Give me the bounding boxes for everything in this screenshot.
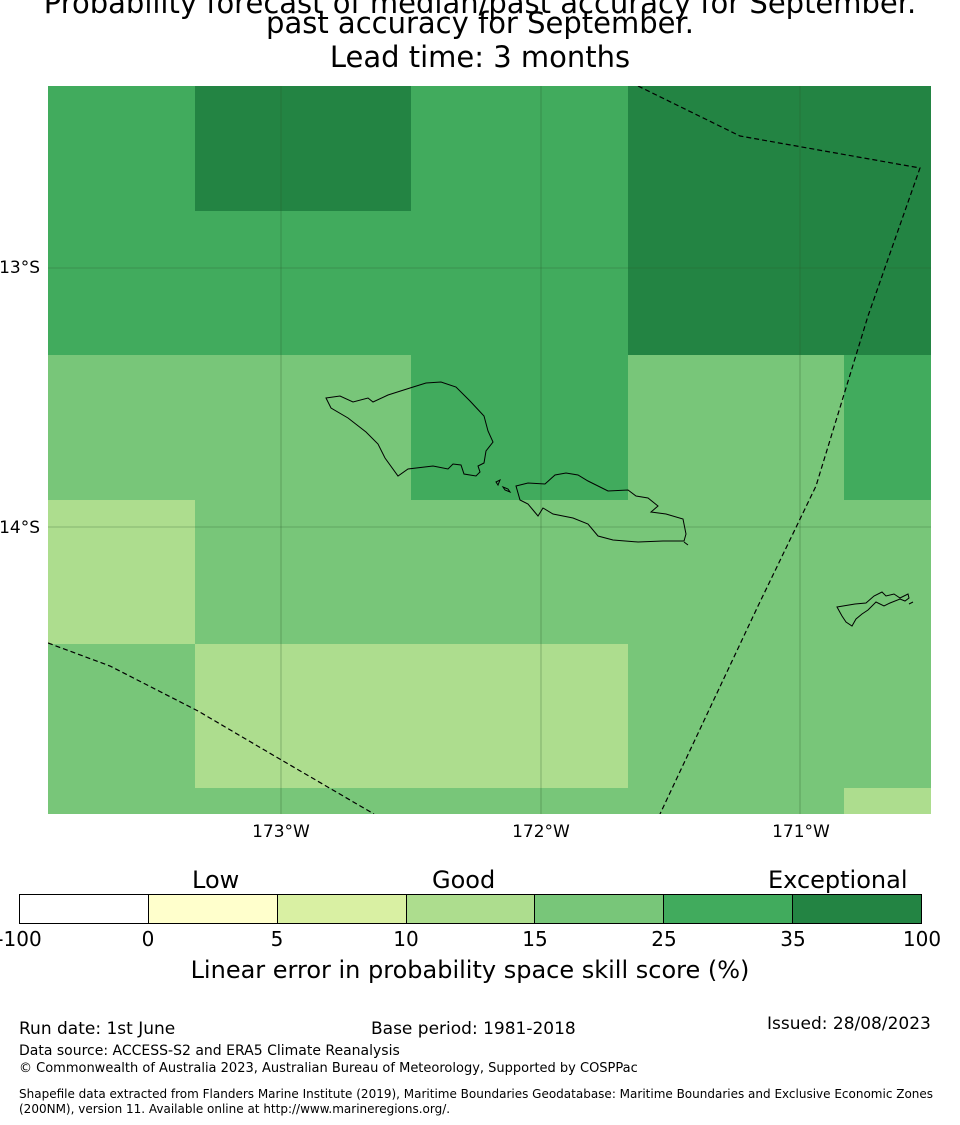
colorbar-segment xyxy=(535,895,665,923)
run-date: Run date: 1st June xyxy=(19,1019,176,1039)
grid-cell xyxy=(195,211,411,355)
savaii-island xyxy=(325,381,494,477)
map-title-line-1: Probability forecast of median/past accu… xyxy=(43,0,917,20)
grid-cell xyxy=(628,86,931,355)
data-source: Data source: ACCESS-S2 and ERA5 Climate … xyxy=(19,1043,400,1059)
longitude-label-171w: 171°W xyxy=(772,822,830,842)
upolu-east-tip xyxy=(683,541,689,546)
colorbar-tick: 35 xyxy=(780,927,806,951)
grid-cell xyxy=(48,86,195,355)
longitude-label-173w: 173°W xyxy=(252,822,310,842)
colorbar-segment xyxy=(793,895,922,923)
grid-cell xyxy=(411,355,628,500)
latitude-label-14s: 14°S xyxy=(0,518,40,538)
map-title-line-2: past accuracy for September. xyxy=(266,6,694,40)
eez-boundary xyxy=(48,86,921,814)
colorbar-title: Linear error in probability space skill … xyxy=(190,956,750,984)
colorbar-segment xyxy=(148,895,278,923)
colorbar-segment xyxy=(20,895,149,923)
colorbar-tick: -100 xyxy=(0,927,42,951)
colorbar-tick: 100 xyxy=(902,927,942,951)
colorbar-tick: 5 xyxy=(270,927,284,951)
legend-category-low: Low xyxy=(192,866,240,894)
grid-cell xyxy=(195,644,628,788)
aunuu-islet xyxy=(908,601,914,605)
issued-date: Issued: 28/08/2023 xyxy=(767,1014,931,1034)
colorbar-tick: 10 xyxy=(393,927,419,951)
colorbar-segment xyxy=(664,895,794,923)
tutuila-island xyxy=(836,591,910,627)
colorbar-segment xyxy=(406,895,536,923)
grid-cell xyxy=(844,355,931,500)
legend-colorbar xyxy=(19,894,922,924)
apolima-islet xyxy=(501,485,512,494)
grid-cell xyxy=(195,86,411,211)
grid-cell xyxy=(844,788,931,814)
colorbar-tick: 0 xyxy=(141,927,155,951)
grid-cell xyxy=(411,86,628,355)
colorbar-segment xyxy=(277,895,407,923)
latitude-label-13s: 13°S xyxy=(0,258,40,278)
shapefile-credit: Shapefile data extracted from Flanders M… xyxy=(19,1087,934,1116)
colorbar-tick: 25 xyxy=(651,927,677,951)
skill-score-map xyxy=(48,86,931,814)
graticule xyxy=(48,86,931,814)
upolu-island xyxy=(515,472,687,543)
grid-cell xyxy=(48,500,195,644)
legend-category-good: Good xyxy=(432,866,496,894)
copyright: © Commonwealth of Australia 2023, Austra… xyxy=(19,1061,638,1076)
manono-islet xyxy=(495,478,501,487)
map-title-line-3: Lead time: 3 months xyxy=(329,40,631,74)
legend-category-exceptional: Exceptional xyxy=(768,866,908,894)
colorbar-tick: 15 xyxy=(522,927,548,951)
base-period: Base period: 1981-2018 xyxy=(371,1019,576,1039)
longitude-label-172w: 172°W xyxy=(512,822,570,842)
island-coastlines xyxy=(325,381,914,627)
